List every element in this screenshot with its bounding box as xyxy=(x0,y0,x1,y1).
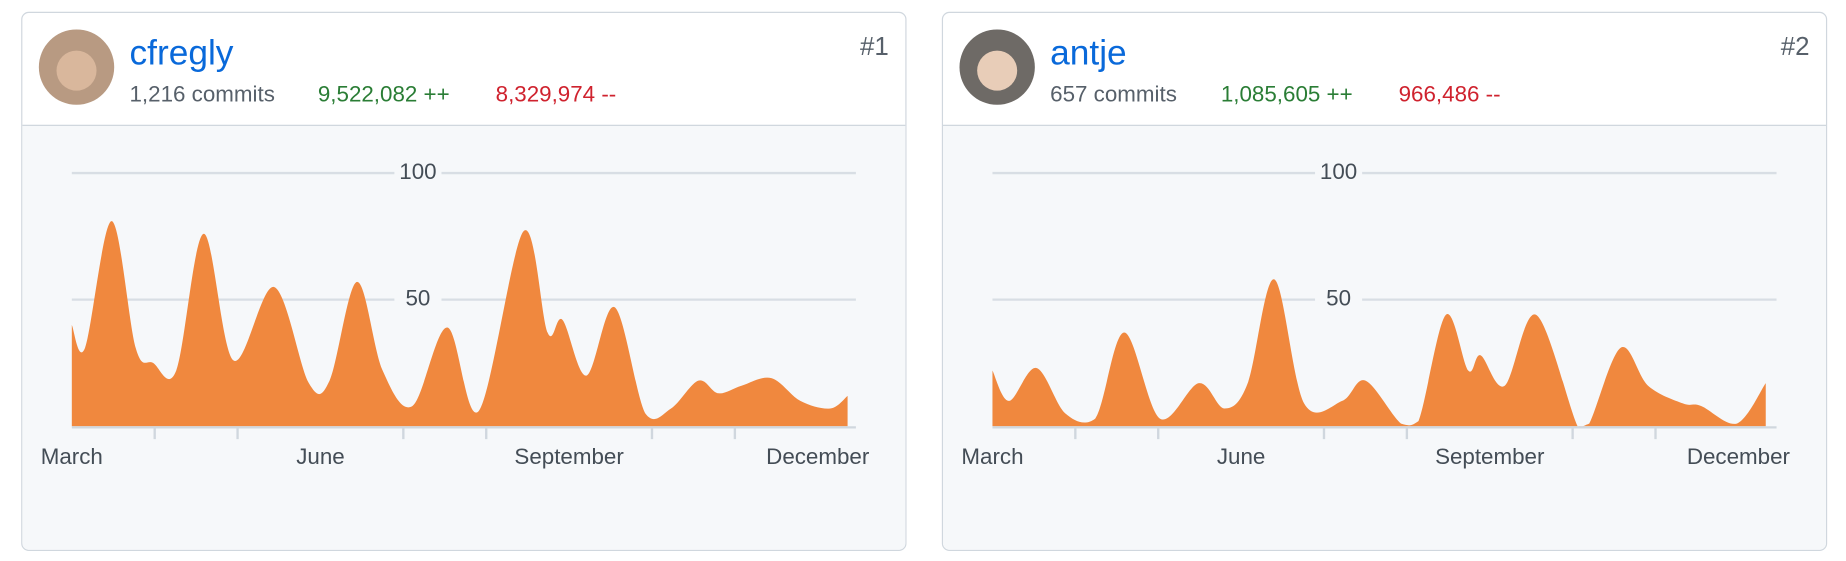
card-body xyxy=(943,124,1826,550)
x-tick-label: March xyxy=(961,444,1023,469)
x-tick-label: June xyxy=(1217,444,1265,469)
label-bg xyxy=(394,160,442,187)
x-tick-label: December xyxy=(1687,444,1791,469)
y-tick-label: 50 xyxy=(406,286,431,311)
rank: #2 xyxy=(1781,33,1810,61)
x-tick-label: September xyxy=(514,444,624,469)
label-bg xyxy=(1315,160,1363,187)
label-bg xyxy=(394,286,442,313)
username[interactable]: antje xyxy=(1050,34,1127,73)
label-bg xyxy=(1315,286,1363,313)
avatar-face xyxy=(977,50,1018,91)
deletions: 8,329,974 -- xyxy=(496,81,617,106)
additions: 1,085,605 ++ xyxy=(1221,81,1353,106)
avatar-face xyxy=(56,50,97,91)
y-tick-label: 100 xyxy=(399,159,436,184)
commits: 657 commits xyxy=(1050,81,1177,106)
y-tick-label: 100 xyxy=(1320,159,1357,184)
commits: 1,216 commits xyxy=(130,81,275,106)
area xyxy=(71,221,848,427)
x-tick-label: June xyxy=(296,444,345,469)
additions: 9,522,082 ++ xyxy=(318,81,450,106)
area xyxy=(992,279,1766,427)
card-body xyxy=(22,124,906,550)
rank: #1 xyxy=(860,33,889,61)
x-tick-label: March xyxy=(41,444,103,469)
x-tick-label: September xyxy=(1435,444,1545,469)
y-tick-label: 50 xyxy=(1326,286,1351,311)
username[interactable]: cfregly xyxy=(130,34,234,73)
deletions: 966,486 -- xyxy=(1399,81,1501,106)
x-tick-label: December xyxy=(766,444,870,469)
